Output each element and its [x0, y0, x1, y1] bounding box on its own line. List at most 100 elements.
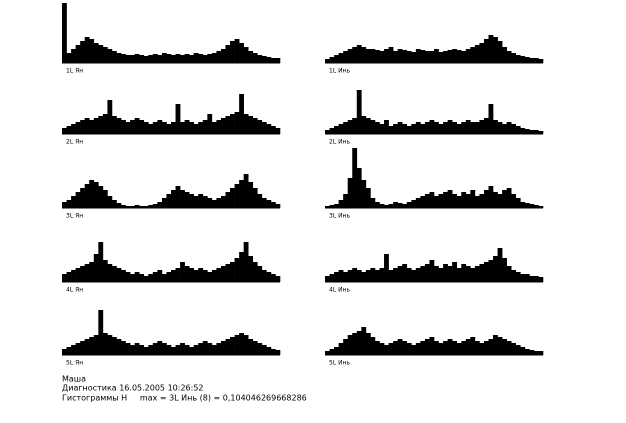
bar — [225, 45, 231, 63]
bar — [75, 122, 81, 134]
bar — [388, 204, 394, 208]
bar — [424, 339, 430, 355]
bar — [506, 188, 512, 208]
bar — [506, 266, 512, 282]
bar — [502, 258, 507, 282]
bar — [352, 333, 358, 355]
bar — [243, 47, 249, 63]
bar — [93, 182, 99, 208]
bar — [161, 53, 167, 63]
bar — [356, 90, 362, 134]
bar — [62, 3, 67, 63]
bar — [71, 345, 76, 355]
bar — [121, 270, 126, 282]
bar — [511, 124, 517, 134]
bar — [470, 122, 476, 134]
bar — [161, 274, 167, 282]
bar — [447, 190, 453, 208]
chart-label: 3L Ян — [66, 213, 83, 220]
bar — [134, 272, 140, 282]
bar — [406, 51, 412, 63]
bar — [497, 337, 503, 355]
bar — [370, 120, 376, 134]
bar — [211, 345, 217, 355]
bar — [107, 264, 113, 282]
bar — [98, 242, 104, 282]
bar — [234, 258, 240, 282]
bar — [529, 58, 535, 63]
bar — [207, 343, 213, 355]
bar — [456, 196, 462, 208]
bar — [483, 262, 489, 282]
bar — [116, 53, 122, 63]
bar — [434, 196, 439, 208]
bar — [84, 339, 90, 355]
bar — [325, 351, 330, 355]
bar — [193, 196, 199, 208]
bar — [152, 122, 158, 134]
bar — [325, 130, 330, 134]
footer-summary: Гистограммы Н max = 3L Инь (8) = 0,10404… — [62, 394, 307, 403]
bar — [139, 55, 145, 63]
bar — [102, 47, 108, 63]
bar — [533, 130, 539, 134]
bar — [211, 53, 217, 63]
bar — [157, 341, 163, 355]
bar — [171, 347, 176, 355]
bar — [452, 122, 458, 134]
bar — [443, 122, 448, 134]
bar — [239, 180, 244, 208]
bar — [524, 129, 530, 134]
chart-label: 5L Ян — [66, 360, 83, 367]
bar — [71, 49, 76, 63]
bar — [511, 270, 517, 282]
bar — [216, 343, 222, 355]
bar — [71, 196, 76, 208]
bar — [116, 203, 122, 208]
bar — [334, 204, 339, 208]
bar — [84, 184, 90, 208]
bar — [270, 274, 276, 282]
bar — [325, 59, 330, 63]
bar — [71, 124, 76, 134]
bar — [497, 122, 503, 134]
bar — [529, 130, 535, 134]
bar — [515, 345, 521, 355]
bar — [415, 268, 421, 282]
bar — [338, 124, 344, 134]
bar — [465, 194, 471, 208]
bar — [438, 268, 444, 282]
bar — [411, 200, 417, 208]
bar — [493, 192, 498, 208]
bar — [175, 268, 181, 282]
bar — [80, 120, 86, 134]
bar — [338, 53, 344, 63]
bar — [207, 198, 213, 208]
bar — [166, 272, 172, 282]
bar — [171, 122, 176, 134]
bar — [474, 45, 480, 63]
bar — [379, 124, 385, 134]
bar — [474, 196, 480, 208]
bar — [329, 205, 335, 208]
bar — [80, 188, 86, 208]
bar — [216, 268, 222, 282]
bar — [234, 335, 240, 355]
bar — [175, 104, 181, 134]
bar — [216, 198, 222, 208]
bar — [438, 194, 444, 208]
bar — [356, 168, 362, 208]
bar — [193, 345, 199, 355]
bar — [365, 118, 371, 134]
bar — [506, 341, 512, 355]
bar — [393, 202, 398, 208]
bar — [334, 272, 339, 282]
bar — [225, 339, 231, 355]
bar — [139, 206, 145, 208]
bar — [270, 202, 276, 208]
bar — [243, 242, 249, 282]
bar — [470, 337, 476, 355]
bar — [420, 50, 426, 63]
bar — [479, 194, 485, 208]
bar — [89, 180, 95, 208]
